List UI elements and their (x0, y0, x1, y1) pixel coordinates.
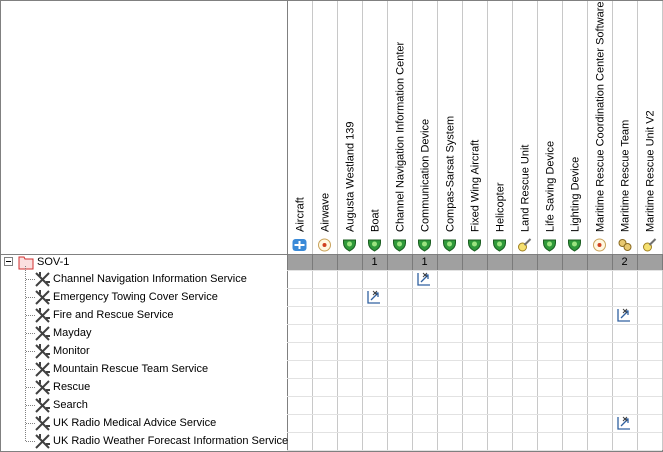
relation-cell[interactable] (617, 416, 630, 430)
row-label[interactable]: UK Radio Medical Advice Service (53, 417, 216, 429)
shield-dot (472, 241, 477, 247)
column-icon (543, 239, 556, 252)
column-header: Communication Device (419, 119, 431, 232)
column-icon (568, 239, 581, 252)
service-tools (35, 434, 50, 449)
column-header: Boat (369, 209, 381, 232)
row-label[interactable]: Mountain Rescue Team Service (53, 363, 208, 375)
column-icon (493, 239, 506, 252)
relation-tool (372, 290, 378, 296)
column-header: Compas-Sarsat System (444, 116, 456, 232)
plane-shape (294, 241, 305, 249)
shield-dot (497, 241, 502, 247)
service-tools (35, 416, 50, 431)
column-icon (368, 239, 381, 252)
row-label[interactable]: Channel Navigation Information Service (53, 273, 247, 285)
column-header: Maritime Rescue Coordination Center Soft… (594, 2, 606, 233)
relation-count: 2 (621, 256, 627, 268)
service-icon (35, 272, 50, 287)
relation-count: 1 (421, 256, 427, 268)
service-icon (35, 362, 50, 377)
tool-handle (648, 238, 657, 246)
shield-dot (347, 241, 352, 247)
column-icon (418, 239, 431, 252)
relation-tool (622, 416, 628, 422)
service-tools (35, 380, 50, 395)
service-icon (35, 290, 50, 305)
column-header: Maritime Rescue Team (619, 120, 631, 232)
dot-center (597, 243, 602, 247)
shield-dot (547, 241, 552, 247)
service-icon (35, 344, 50, 359)
service-icon (35, 398, 50, 413)
column-icon (593, 238, 606, 252)
service-tools (35, 362, 50, 377)
service-icon (35, 434, 50, 449)
shield-dot (397, 241, 402, 247)
shield-dot (447, 241, 452, 247)
column-icon (518, 238, 532, 252)
column-icon (643, 238, 657, 252)
service-tools (35, 290, 50, 305)
row-label[interactable]: Fire and Rescue Service (53, 309, 173, 321)
relation-count: 1 (371, 256, 377, 268)
service-tools (35, 326, 50, 341)
column-header: Helicopter (494, 182, 506, 232)
package-icon (18, 256, 34, 270)
column-header: Channel Navigation Information Center (394, 41, 406, 232)
relation-cell[interactable] (367, 290, 380, 304)
column-icon (343, 239, 356, 252)
column-header: Lighting Device (569, 157, 581, 232)
column-icon (292, 239, 307, 251)
relation-tool (422, 272, 428, 278)
column-icon (318, 238, 331, 252)
row-label[interactable]: Search (53, 399, 88, 411)
column-header: Fixed Wing Aircraft (469, 140, 481, 232)
service-tools (35, 398, 50, 413)
column-icon (393, 239, 406, 252)
service-tools (35, 308, 50, 323)
column-icon (468, 239, 481, 252)
row-label[interactable]: Mayday (53, 327, 92, 339)
shield-dot (372, 241, 377, 247)
shield-dot (422, 241, 427, 247)
service-tools (35, 344, 50, 359)
column-header: Augusta Westland 139 (344, 122, 356, 232)
row-label[interactable]: Emergency Towing Cover Service (53, 291, 218, 303)
column-header: Land Rescue Unit (519, 145, 531, 232)
column-header: Airwave (319, 193, 331, 232)
dot-center (322, 243, 327, 247)
row-label[interactable]: Rescue (53, 381, 90, 393)
service-tools (35, 272, 50, 287)
column-icon (443, 239, 456, 252)
row-label[interactable]: UK Radio Weather Forecast Information Se… (53, 435, 288, 447)
service-icon (35, 308, 50, 323)
service-icon (35, 326, 50, 341)
column-header: Maritime Rescue Unit V2 (644, 110, 656, 232)
summary-band (288, 255, 662, 270)
column-header: Life Saving Device (544, 141, 556, 232)
team-icon2 (623, 243, 632, 251)
relation-cell[interactable] (617, 308, 630, 322)
service-icon (35, 416, 50, 431)
relation-tool (622, 308, 628, 314)
row-label[interactable]: Monitor (53, 345, 90, 357)
column-header: Aircraft (294, 197, 306, 232)
tool-handle (523, 238, 532, 246)
column-icon (618, 239, 632, 251)
relation-cell[interactable] (417, 272, 430, 286)
shield-dot (572, 241, 577, 247)
tree-root-label: SOV-1 (37, 256, 69, 268)
service-icon (35, 380, 50, 395)
